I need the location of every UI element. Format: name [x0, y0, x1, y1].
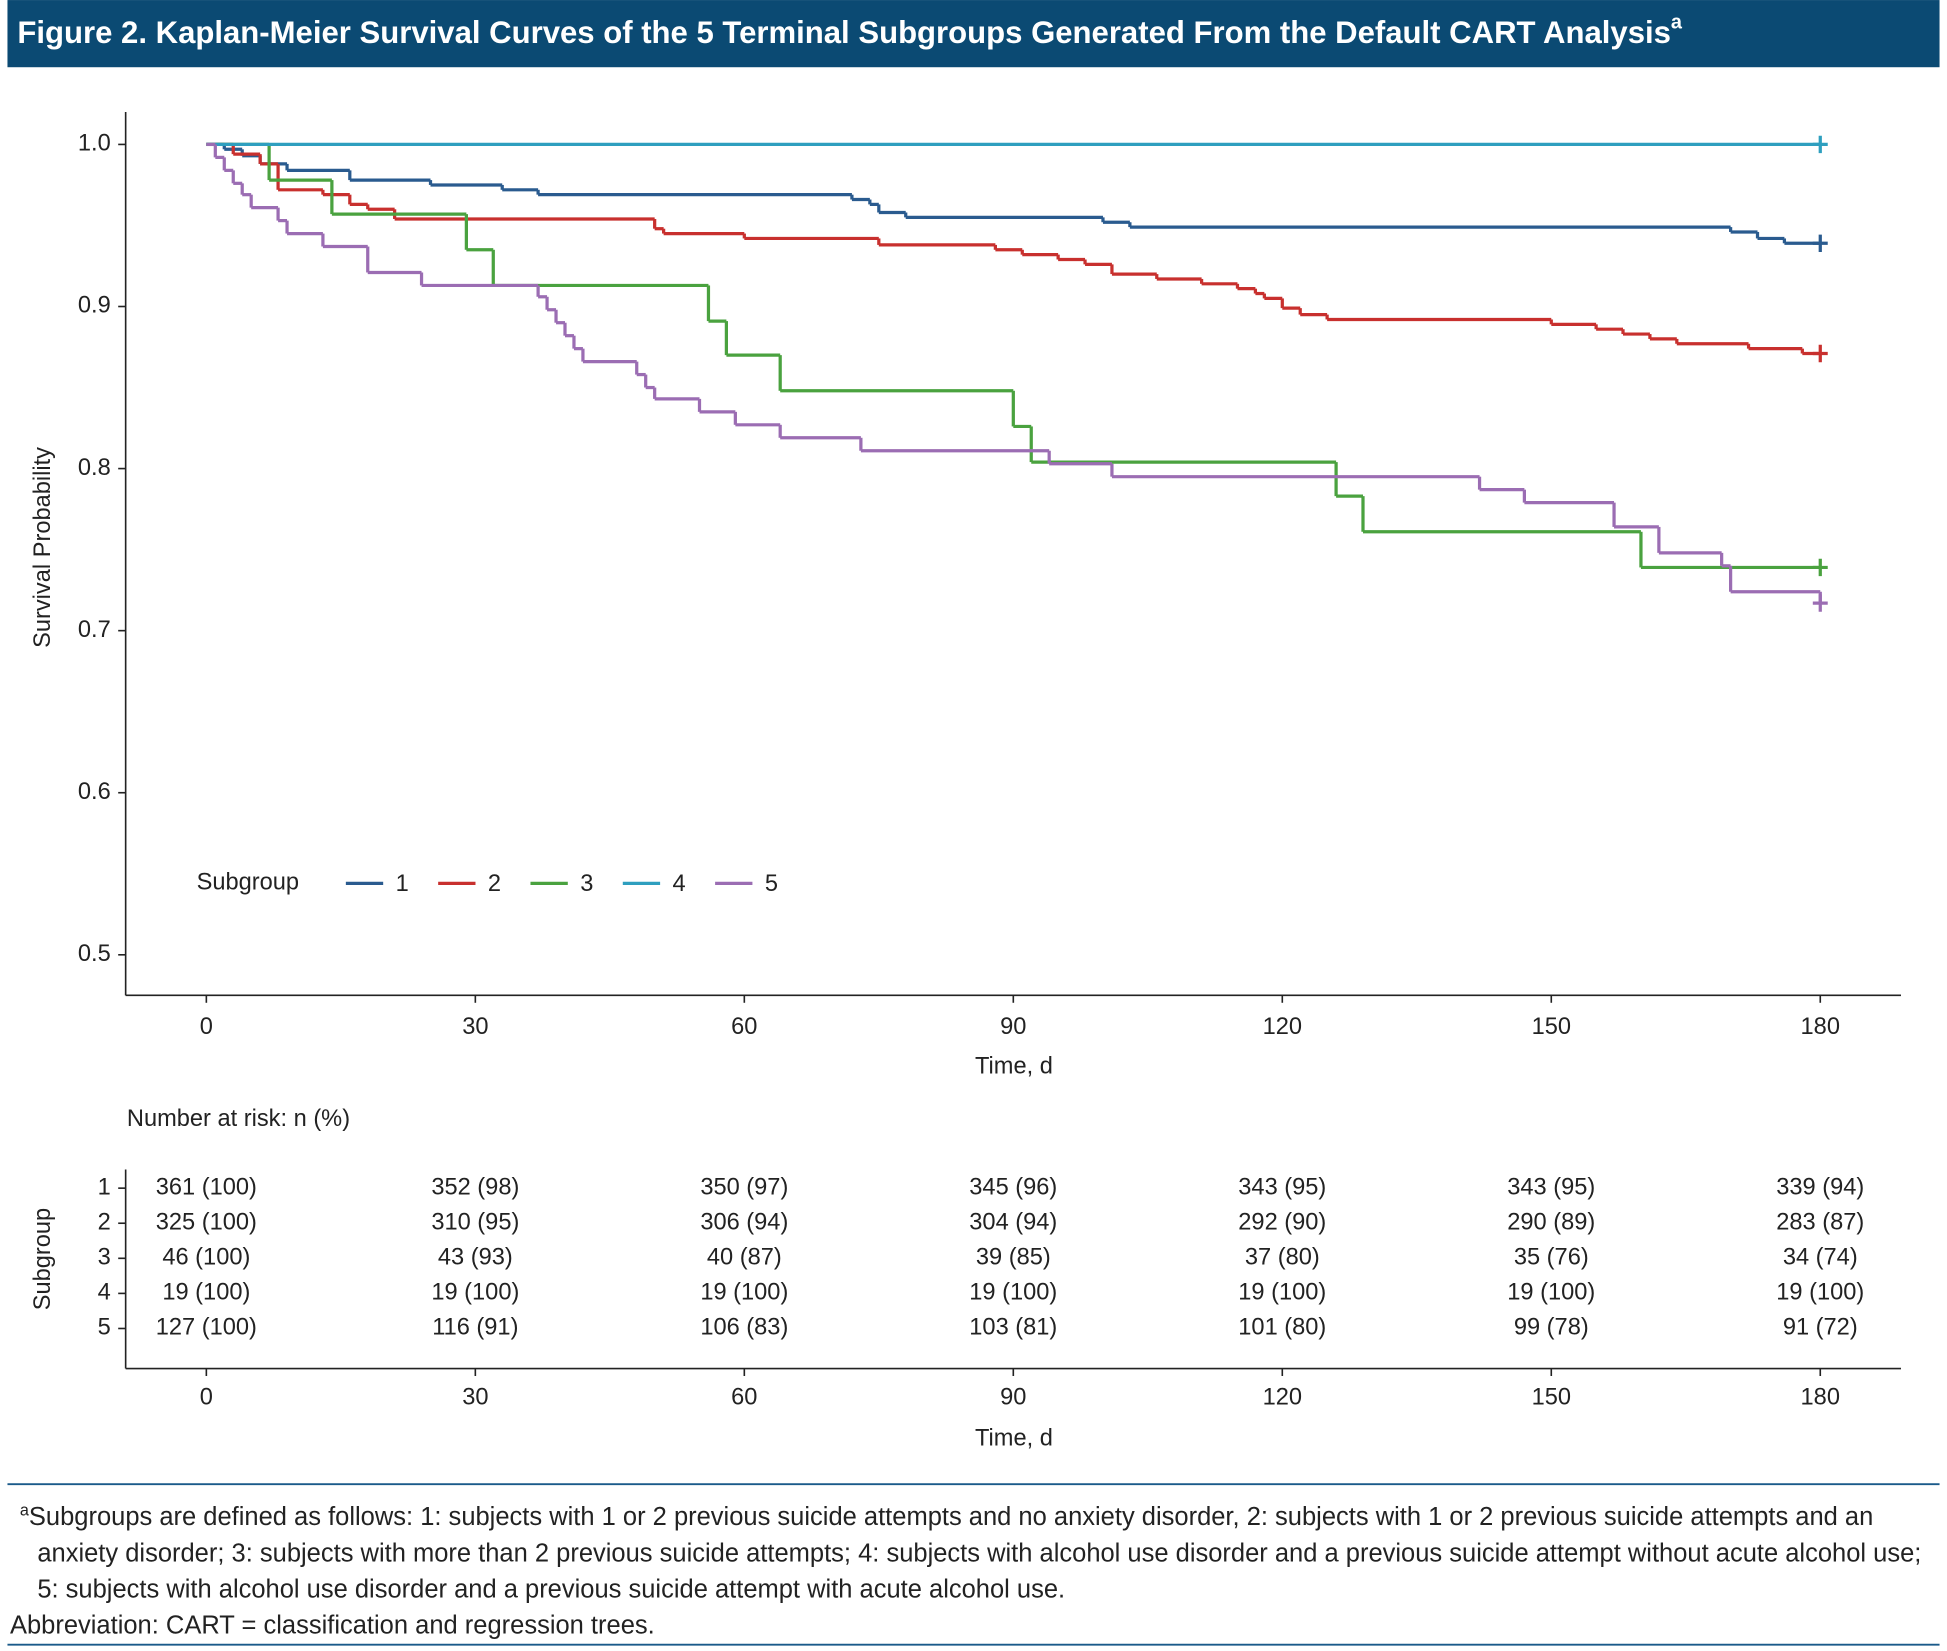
risk-row-label: 2	[98, 1209, 111, 1235]
risk-cell: 37 (80)	[1245, 1245, 1320, 1271]
risk-cell: 19 (100)	[700, 1280, 788, 1306]
risk-cell: 343 (95)	[1507, 1174, 1595, 1200]
footnote-marker: a	[19, 1500, 29, 1520]
risk-cell: 34 (74)	[1783, 1245, 1858, 1271]
risk-cell: 19 (100)	[162, 1280, 250, 1306]
risk-x-tick-label: 150	[1532, 1385, 1571, 1411]
header-bar	[7, 0, 1940, 68]
x-tick-label: 180	[1801, 1014, 1840, 1040]
risk-cell: 35 (76)	[1514, 1245, 1589, 1271]
risk-cell: 91 (72)	[1783, 1315, 1858, 1341]
y-tick-label: 0.6	[78, 779, 111, 805]
legend-label: 1	[396, 871, 409, 897]
risk-cell: 350 (97)	[700, 1174, 788, 1200]
figure-title: Figure 2. Kaplan-Meier Survival Curves o…	[17, 12, 1683, 50]
risk-table-title: Number at risk: n (%)	[127, 1106, 350, 1132]
footnote: aSubgroups are defined as follows: 1: su…	[10, 1492, 1938, 1644]
censor-mark	[1812, 594, 1828, 612]
risk-x-axis-label: Time, d	[975, 1426, 1053, 1452]
risk-cell: 292 (90)	[1238, 1209, 1326, 1235]
footnote-box: aSubgroups are defined as follows: 1: su…	[10, 1492, 1938, 1644]
legend-label: 2	[488, 871, 501, 897]
censor-mark	[1812, 234, 1828, 253]
risk-cell: 46 (100)	[162, 1245, 250, 1271]
risk-cell: 352 (98)	[431, 1174, 519, 1200]
risk-cell: 361 (100)	[156, 1174, 257, 1200]
x-axis-label: Time, d	[975, 1054, 1053, 1080]
risk-cell: 306 (94)	[700, 1209, 788, 1235]
risk-cell: 101 (80)	[1238, 1315, 1326, 1341]
risk-table-ylabel: Subgroup	[30, 1208, 56, 1310]
x-tick-label: 0	[200, 1014, 213, 1040]
legend-title: Subgroup	[197, 870, 299, 896]
title-sup: a	[1671, 12, 1683, 34]
risk-cell: 19 (100)	[1776, 1280, 1864, 1306]
risk-row-label: 3	[98, 1245, 111, 1271]
risk-cell: 345 (96)	[969, 1174, 1057, 1200]
legend-label: 5	[765, 871, 778, 897]
risk-cell: 19 (100)	[1507, 1280, 1595, 1306]
abbreviation: Abbreviation: CART = classification and …	[9, 1610, 655, 1640]
risk-x-tick-label: 120	[1263, 1385, 1302, 1411]
risk-cell: 343 (95)	[1238, 1174, 1326, 1200]
risk-x-tick-label: 60	[731, 1385, 757, 1411]
x-tick-label: 150	[1532, 1014, 1571, 1040]
x-tick-label: 60	[731, 1014, 757, 1040]
risk-row-label: 1	[98, 1174, 111, 1200]
risk-x-tick-label: 180	[1801, 1385, 1840, 1411]
x-tick-label: 90	[1000, 1014, 1026, 1040]
risk-cell: 304 (94)	[969, 1209, 1057, 1235]
risk-cell: 40 (87)	[707, 1245, 782, 1271]
risk-cell: 19 (100)	[431, 1280, 519, 1306]
risk-cell: 325 (100)	[156, 1209, 257, 1235]
risk-cell: 99 (78)	[1514, 1315, 1589, 1341]
x-tick-label: 30	[462, 1014, 488, 1040]
legend-label: 4	[673, 871, 686, 897]
risk-cell: 43 (93)	[438, 1245, 513, 1271]
legend-label: 3	[580, 871, 593, 897]
risk-cell: 339 (94)	[1776, 1174, 1864, 1200]
footnote-text: aSubgroups are defined as follows: 1: su…	[10, 1492, 1938, 1607]
risk-cell: 106 (83)	[700, 1315, 788, 1341]
risk-row-label: 5	[98, 1315, 111, 1341]
risk-cell: 103 (81)	[969, 1315, 1057, 1341]
risk-x-tick-label: 90	[1000, 1385, 1026, 1411]
x-tick-label: 120	[1263, 1014, 1302, 1040]
risk-x-tick-label: 30	[462, 1385, 488, 1411]
risk-row-label: 4	[98, 1280, 111, 1306]
y-tick-label: 0.7	[78, 617, 111, 643]
censor-mark	[1812, 558, 1828, 577]
risk-x-tick-label: 0	[200, 1385, 213, 1411]
risk-cell: 283 (87)	[1776, 1209, 1864, 1235]
y-tick-label: 1.0	[78, 131, 111, 157]
y-axis-label: Survival Probability	[30, 447, 56, 648]
risk-cell: 19 (100)	[1238, 1280, 1326, 1306]
censor-mark	[1812, 344, 1828, 363]
y-tick-label: 0.9	[78, 293, 111, 319]
risk-cell: 127 (100)	[156, 1315, 257, 1341]
y-tick-label: 0.5	[78, 941, 111, 967]
censor-mark	[1812, 135, 1828, 154]
risk-cell: 310 (95)	[431, 1209, 519, 1235]
risk-cell: 39 (85)	[976, 1245, 1051, 1271]
risk-cell: 19 (100)	[969, 1280, 1057, 1306]
risk-cell: 290 (89)	[1507, 1209, 1595, 1235]
footnote-body: Subgroups are defined as follows: 1: sub…	[28, 1502, 1922, 1604]
risk-cell: 116 (91)	[432, 1315, 518, 1341]
title-text: Figure 2. Kaplan-Meier Survival Curves o…	[17, 15, 1671, 50]
y-tick-label: 0.8	[78, 455, 111, 481]
